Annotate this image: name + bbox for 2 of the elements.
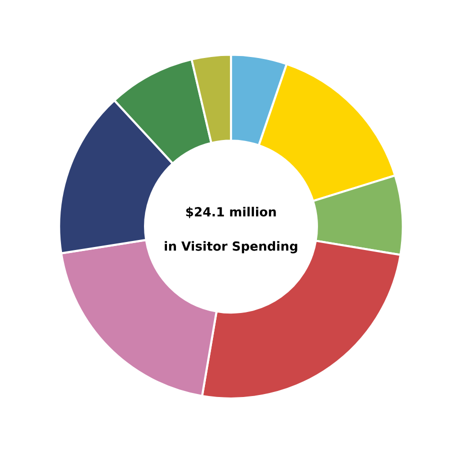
- text: in Visitor Spending: [164, 241, 298, 254]
- text: $24.1 million: [186, 206, 276, 218]
